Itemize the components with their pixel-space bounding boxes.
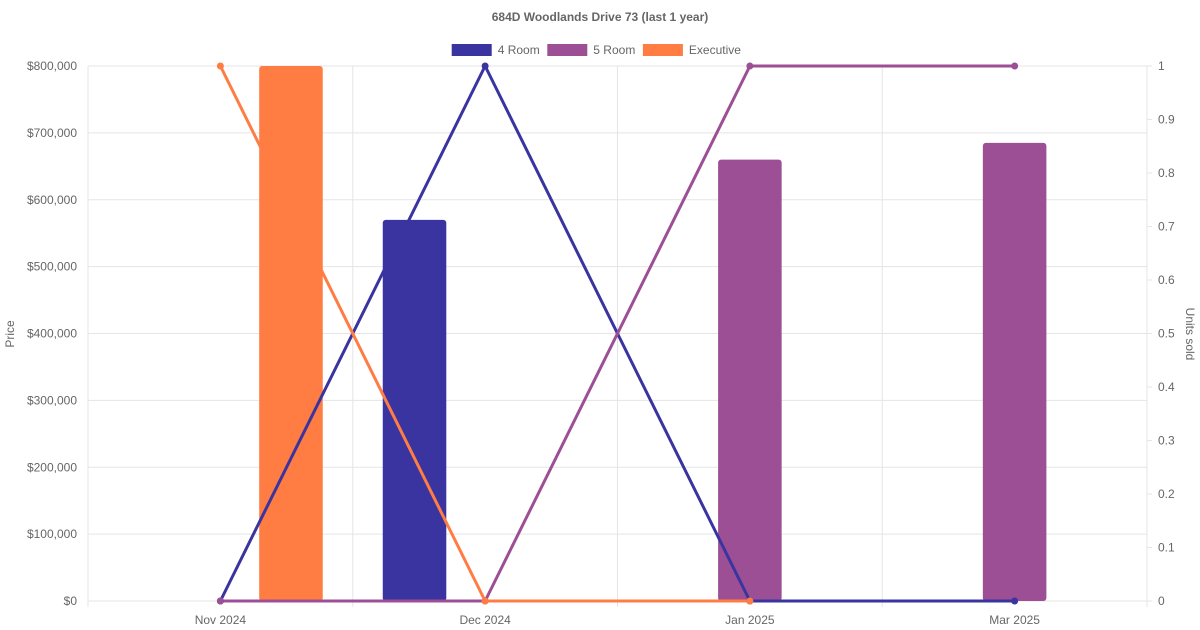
right-axis-title: Units sold xyxy=(1183,308,1197,361)
right-tick-label: 0.3 xyxy=(1158,434,1175,448)
legend: 4 Room 5 Room Executive xyxy=(451,43,741,57)
right-tick-label: 0.7 xyxy=(1158,220,1175,234)
legend-swatch xyxy=(547,44,588,56)
bar-5-room[interactable] xyxy=(718,159,782,601)
left-tick-label: $200,000 xyxy=(27,460,77,474)
left-tick-label: $700,000 xyxy=(27,126,77,140)
bar-4-room[interactable] xyxy=(382,219,447,601)
x-tick-label: Dec 2024 xyxy=(459,613,511,627)
left-tick-label: $400,000 xyxy=(27,327,77,341)
point-4-room[interactable] xyxy=(481,62,489,70)
chart-title: 684D Woodlands Drive 73 (last 1 year) xyxy=(492,10,709,24)
legend-item-5-room[interactable]: 5 Room xyxy=(547,43,635,57)
point-5-room[interactable] xyxy=(1011,62,1019,70)
point-5-room[interactable] xyxy=(746,62,754,70)
right-tick-label: 0.4 xyxy=(1158,380,1175,394)
right-tick-label: 0.8 xyxy=(1158,166,1175,180)
left-tick-label: $600,000 xyxy=(27,193,77,207)
x-tick-label: Jan 2025 xyxy=(725,613,775,627)
legend-swatch xyxy=(642,44,683,56)
right-tick-label: 0.9 xyxy=(1158,113,1175,127)
left-tick-label: $100,000 xyxy=(27,527,77,541)
legend-item-executive[interactable]: Executive xyxy=(642,43,741,57)
right-axis-ticks: 0 0.1 0.2 0.3 0.4 0.5 0.6 0.7 0.8 0.9 1 xyxy=(1147,59,1175,608)
legend-label: 5 Room xyxy=(593,43,635,57)
bar-5-room[interactable] xyxy=(982,142,1047,601)
left-tick-label: $500,000 xyxy=(27,260,77,274)
x-tick-label: Mar 2025 xyxy=(989,613,1040,627)
right-tick-label: 0.1 xyxy=(1158,541,1175,555)
point-executive[interactable] xyxy=(216,62,224,70)
x-axis-ticks: Nov 2024 Dec 2024 Jan 2025 Mar 2025 xyxy=(195,613,1041,627)
right-tick-label: 0.5 xyxy=(1158,327,1175,341)
right-tick-label: 0 xyxy=(1158,594,1165,608)
legend-swatch xyxy=(451,44,492,56)
legend-label: Executive xyxy=(689,43,741,57)
line-5-room xyxy=(220,64,1015,603)
left-tick-label: $800,000 xyxy=(27,59,77,73)
bars xyxy=(259,66,1047,601)
left-axis-ticks: $0 $100,000 $200,000 $300,000 $400,000 $500,0… xyxy=(27,59,77,608)
left-axis-title: Price xyxy=(3,320,17,348)
right-tick-label: 1 xyxy=(1158,59,1165,73)
bar-executive[interactable] xyxy=(259,66,323,601)
right-tick-label: 0.6 xyxy=(1158,273,1175,287)
legend-item-4-room[interactable]: 4 Room xyxy=(451,43,540,57)
left-tick-label: $0 xyxy=(64,594,78,608)
legend-label: 4 Room xyxy=(498,43,540,57)
right-tick-label: 0.2 xyxy=(1158,487,1175,501)
point-executive[interactable] xyxy=(481,597,489,605)
point-5-room[interactable] xyxy=(216,597,224,605)
series-points xyxy=(216,62,1019,605)
left-tick-label: $300,000 xyxy=(27,393,77,407)
point-executive[interactable] xyxy=(746,597,754,605)
x-tick-label: Nov 2024 xyxy=(195,613,247,627)
point-4-room[interactable] xyxy=(1011,597,1019,605)
